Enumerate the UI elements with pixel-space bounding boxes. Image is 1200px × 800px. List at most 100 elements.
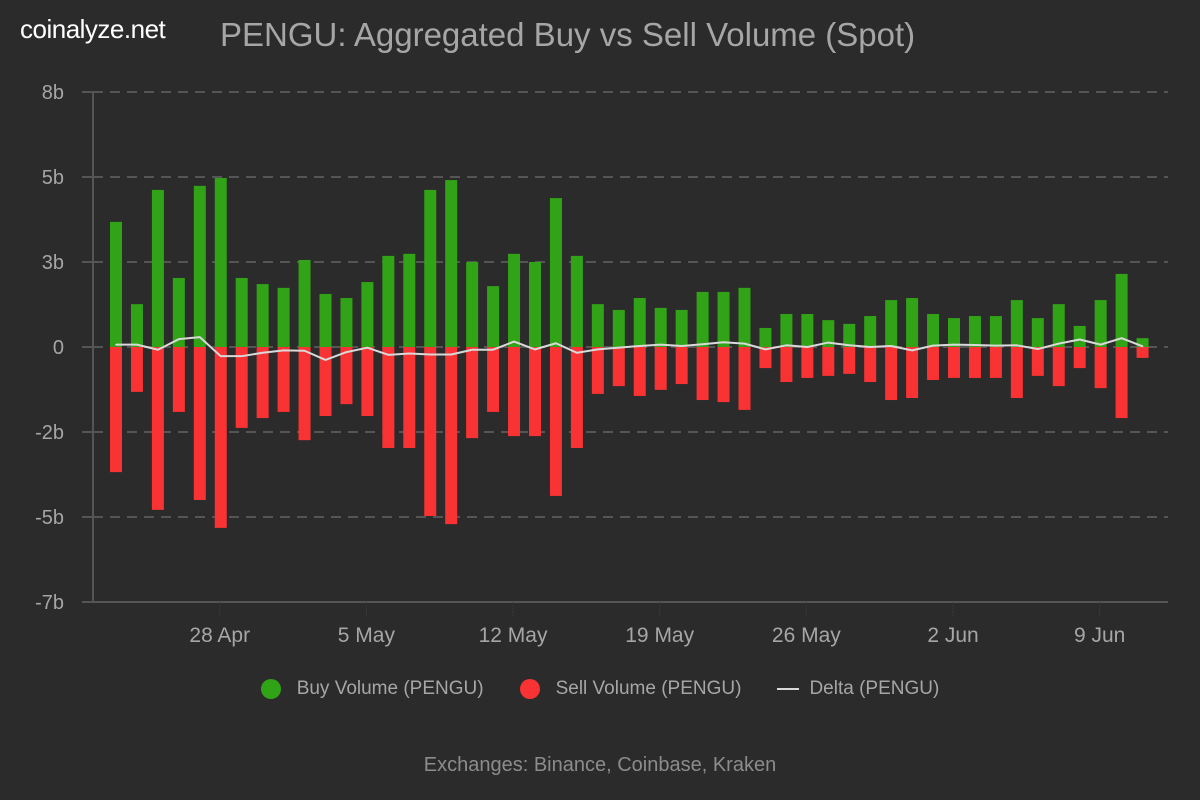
delta-point — [471, 348, 473, 351]
sell-bar — [1073, 347, 1086, 369]
sell-bar — [885, 347, 898, 401]
delta-point — [387, 354, 390, 356]
buy-bar — [1094, 300, 1107, 347]
sell-bar — [193, 347, 206, 500]
buy-bar — [968, 316, 981, 347]
delta-point — [1037, 348, 1039, 350]
sell-bar — [382, 347, 395, 448]
sell-bar — [1010, 347, 1023, 398]
delta-point — [680, 345, 683, 347]
sell-bar — [612, 347, 625, 387]
delta-point — [282, 349, 285, 352]
buy-bar — [948, 318, 960, 347]
x-tick-label: 26 May — [772, 624, 841, 647]
sell-bar — [277, 347, 290, 412]
delta-point — [743, 342, 746, 345]
legend-label-buy: Buy Volume (PENGU) — [296, 678, 484, 699]
sell-bar — [151, 347, 164, 510]
buy-bar — [989, 316, 1002, 347]
delta-point — [576, 351, 578, 354]
x-axis: 28 Apr 5 May 12 May 19 May 26 May 2 Jun 9 Jun — [93, 601, 1168, 647]
sell-bar — [591, 347, 604, 394]
buy-bar — [1073, 325, 1086, 347]
delta-point — [618, 346, 620, 349]
buy-bar — [927, 314, 940, 347]
buy-bar — [298, 259, 311, 347]
delta-point — [240, 355, 243, 357]
buy-bar — [738, 287, 751, 347]
delta-point — [722, 341, 725, 344]
delta-point — [848, 344, 851, 347]
sell-bar — [948, 347, 960, 378]
sell-bar — [235, 347, 248, 428]
x-tick-label: 19 May — [625, 624, 694, 647]
sell-bar — [633, 347, 646, 396]
sell-bar — [864, 347, 877, 383]
delta-point — [1099, 343, 1102, 346]
legend-item-buy[interactable]: Buy Volume (PENGU) — [260, 678, 484, 700]
buy-bar — [445, 180, 458, 347]
delta-point — [429, 353, 432, 356]
buy-bar — [549, 198, 562, 347]
delta-point — [136, 343, 138, 346]
sell-bar — [487, 347, 500, 412]
sell-bar — [508, 347, 521, 437]
buy-bar — [717, 291, 730, 347]
sell-bar — [675, 347, 688, 385]
y-tick-label: -7b — [35, 592, 64, 614]
buy-bar — [780, 314, 793, 347]
legend-item-delta[interactable]: Delta (PENGU) — [777, 678, 939, 700]
sell-bar — [172, 347, 185, 412]
sell-bar — [1094, 347, 1107, 389]
buy-bar — [466, 262, 479, 347]
delta-point — [1120, 337, 1123, 339]
legend-label-delta: Delta (PENGU) — [809, 678, 940, 699]
buy-bar — [529, 262, 541, 347]
sell-bar — [403, 347, 416, 448]
y-tick-label: -2b — [35, 422, 64, 444]
sell-bar — [549, 347, 562, 496]
buy-bar — [864, 316, 877, 347]
sell-bar — [298, 347, 311, 441]
y-axis: 8b 5b 3b 0 -2b -5b -7b — [35, 82, 94, 614]
sell-bar — [759, 347, 772, 369]
sell-bar — [927, 347, 940, 380]
y-tick-label: 3b — [42, 252, 64, 274]
legend-item-sell[interactable]: Sell Volume (PENGU) — [519, 678, 741, 700]
x-tick-label: 28 Apr — [189, 624, 250, 647]
buy-bar — [1010, 300, 1023, 347]
delta-point — [115, 343, 117, 346]
delta-point — [827, 341, 830, 344]
sell-bar — [1136, 347, 1149, 358]
delta-point — [911, 349, 913, 352]
buy-bar — [508, 253, 521, 347]
buy-bar — [151, 189, 164, 347]
buy-bar — [277, 287, 290, 347]
buy-bar — [319, 293, 332, 347]
sell-bar — [801, 347, 814, 378]
delta-point — [345, 351, 348, 353]
buy-bar — [696, 291, 709, 347]
buy-bar — [654, 307, 667, 347]
delta-point — [869, 346, 871, 348]
buy-bar — [633, 298, 646, 347]
sell-bar — [822, 347, 835, 376]
buy-bar — [172, 277, 185, 347]
brand-logo-text[interactable]: coinalyze.net — [20, 14, 166, 44]
buy-bar — [885, 300, 898, 347]
y-tick-label: 5b — [42, 167, 64, 189]
chart-title: PENGU: Aggregated Buy vs Sell Volume (Sp… — [220, 16, 916, 53]
x-tick-label: 5 May — [338, 624, 396, 647]
buy-bar — [110, 221, 122, 347]
buy-bar — [214, 178, 227, 347]
sell-bar — [570, 347, 583, 448]
sell-bar — [780, 347, 793, 383]
y-tick-label: 8b — [42, 82, 64, 104]
buy-bar — [403, 253, 416, 347]
delta-point — [597, 348, 599, 351]
y-tick-label: -5b — [35, 507, 64, 529]
legend: Buy Volume (PENGU) Sell Volume (PENGU) D… — [0, 678, 1200, 700]
buy-bar — [906, 298, 919, 347]
delta-point — [785, 344, 788, 347]
